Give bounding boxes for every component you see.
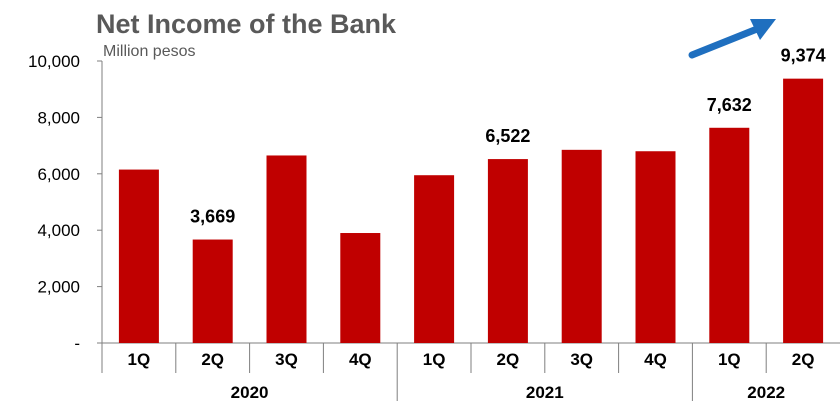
- bar: [709, 127, 750, 343]
- category-label: 1Q: [128, 350, 151, 369]
- y-tick-label: -: [74, 334, 80, 353]
- y-tick-label: 2,000: [37, 278, 80, 297]
- year-group-label: 2022: [747, 383, 785, 401]
- category-label: 3Q: [570, 350, 593, 369]
- bar: [783, 78, 824, 343]
- category-label: 4Q: [349, 350, 372, 369]
- arrow-shaft: [688, 25, 761, 59]
- y-tick-label: 8,000: [37, 108, 80, 127]
- bar: [266, 155, 307, 343]
- category-label: 1Q: [718, 350, 741, 369]
- data-label: 3,669: [190, 207, 235, 227]
- bar: [118, 169, 159, 343]
- unit-label: Million pesos: [103, 43, 195, 60]
- data-label: 9,374: [781, 46, 826, 66]
- bar: [561, 149, 602, 343]
- y-tick-labels: - 2,000 4,000 6,000 8,000 10,000: [28, 52, 80, 353]
- y-tick-label: 4,000: [37, 221, 80, 240]
- arrow-head: [750, 19, 776, 40]
- trend-arrow-icon: [688, 19, 776, 59]
- year-group-label: 2021: [526, 383, 564, 401]
- year-group-label: 2020: [231, 383, 269, 401]
- data-label: 6,522: [485, 126, 530, 146]
- bar: [192, 239, 233, 343]
- category-label: 4Q: [644, 350, 667, 369]
- bars: [118, 78, 824, 343]
- y-tick-label: 10,000: [28, 52, 80, 71]
- x-tick-labels: 2020 2021 2022 1Q 2Q 3Q 4Q 1Q 2Q 3Q 4Q 1Q 2Q: [128, 350, 815, 401]
- chart-title: Net Income of the Bank: [96, 9, 397, 39]
- category-label: 2Q: [497, 350, 520, 369]
- data-label: 7,632: [707, 95, 752, 115]
- category-label: 2Q: [792, 350, 815, 369]
- bar: [414, 175, 455, 343]
- category-label: 3Q: [275, 350, 298, 369]
- category-label: 2Q: [201, 350, 224, 369]
- bar: [340, 233, 381, 343]
- data-labels: 3,669 6,522 7,632 9,374: [190, 46, 825, 227]
- y-tick-label: 6,000: [37, 165, 80, 184]
- bar: [487, 159, 528, 343]
- bar: [635, 151, 676, 343]
- category-label: 1Q: [423, 350, 446, 369]
